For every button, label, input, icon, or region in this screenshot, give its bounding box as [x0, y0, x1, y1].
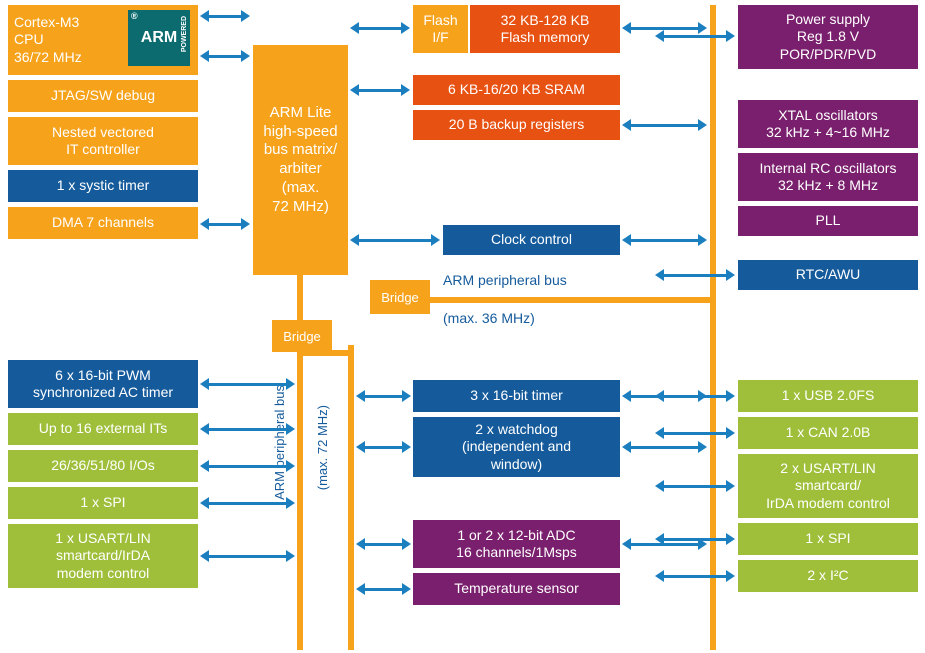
bus-apb1-v — [710, 5, 716, 650]
arrow — [200, 497, 295, 509]
apb2-speed-label: (max. 72 MHz) — [315, 405, 330, 490]
arrow — [350, 84, 410, 96]
adc-block: 1 or 2 x 12-bit ADC 16 channels/1Msps — [413, 520, 620, 568]
flash-mem-block: 32 KB-128 KB Flash memory — [470, 5, 620, 53]
arrow — [200, 423, 295, 435]
tim-block: 3 x 16-bit timer — [413, 380, 620, 412]
gpio-block: 26/36/51/80 I/Os — [8, 450, 198, 482]
bus-apb2-v — [348, 345, 354, 650]
arrow — [622, 234, 707, 246]
arrow — [655, 390, 735, 402]
arrow — [356, 441, 411, 453]
temp-block: Temperature sensor — [413, 573, 620, 605]
arrow — [356, 538, 411, 550]
i2c-block: 2 x I²C — [738, 560, 918, 592]
xtal-block: XTAL oscillators 32 kHz + 4~16 MHz — [738, 100, 918, 148]
systick-block: 1 x systic timer — [8, 170, 198, 202]
registered-icon: ® — [131, 11, 138, 21]
arrow — [200, 10, 250, 22]
arm-badge: ® ARM POWERED — [128, 10, 190, 66]
bus-matrix-block: ARM Lite high-speed bus matrix/ arbiter … — [253, 45, 348, 275]
dma-block: DMA 7 channels — [8, 207, 198, 239]
apb1-label: ARM peripheral bus — [443, 272, 567, 288]
powered-vtext: POWERED — [181, 16, 188, 52]
usb-block: 1 x USB 2.0FS — [738, 380, 918, 412]
arrow — [350, 234, 440, 246]
power-block: Power supply Reg 1.8 V POR/PDR/PVD — [738, 5, 918, 69]
arrow — [200, 550, 295, 562]
arrow — [655, 533, 735, 545]
arrow — [350, 22, 410, 34]
can-block: 1 x CAN 2.0B — [738, 417, 918, 449]
nvic-block: Nested vectored IT controller — [8, 117, 198, 165]
arrow — [622, 441, 707, 453]
arrow — [356, 390, 411, 402]
apb1-speed-label: (max. 36 MHz) — [443, 310, 535, 326]
bridge-1: Bridge — [370, 280, 430, 314]
pll-block: PLL — [738, 206, 918, 236]
arrow — [655, 480, 735, 492]
spi2-block: 1 x SPI — [738, 523, 918, 555]
sram-block: 6 KB-16/20 KB SRAM — [413, 75, 620, 105]
flash-if-block: Flash I/F — [413, 5, 468, 53]
usart1-block: 1 x USART/LIN smartcard/IrDA modem contr… — [8, 524, 198, 588]
pwm-block: 6 x 16-bit PWM synchronized AC timer — [8, 360, 198, 408]
jtag-block: JTAG/SW debug — [8, 80, 198, 112]
apb2-label: ARM peripheral bus — [272, 385, 287, 500]
arrow — [356, 583, 411, 595]
arm-badge-text: ARM — [141, 29, 177, 47]
arrow — [200, 378, 295, 390]
rtc-block: RTC/AWU — [738, 260, 918, 290]
spi1-block: 1 x SPI — [8, 487, 198, 519]
backup-block: 20 B backup registers — [413, 110, 620, 140]
rc-block: Internal RC oscillators 32 kHz + 8 MHz — [738, 153, 918, 201]
arrow — [622, 119, 707, 131]
usart2-block: 2 x USART/LIN smartcard/ IrDA modem cont… — [738, 454, 918, 518]
arrow — [200, 50, 250, 62]
arrow — [655, 30, 735, 42]
bridge-2: Bridge — [272, 320, 332, 352]
bus-apb1-h — [393, 297, 713, 303]
arrow — [655, 269, 735, 281]
wdg-block: 2 x watchdog (independent and window) — [413, 417, 620, 477]
clock-block: Clock control — [443, 225, 620, 255]
arrow — [200, 460, 295, 472]
exti-block: Up to 16 external ITs — [8, 413, 198, 445]
arrow — [200, 218, 250, 230]
arrow — [655, 570, 735, 582]
arrow — [655, 427, 735, 439]
